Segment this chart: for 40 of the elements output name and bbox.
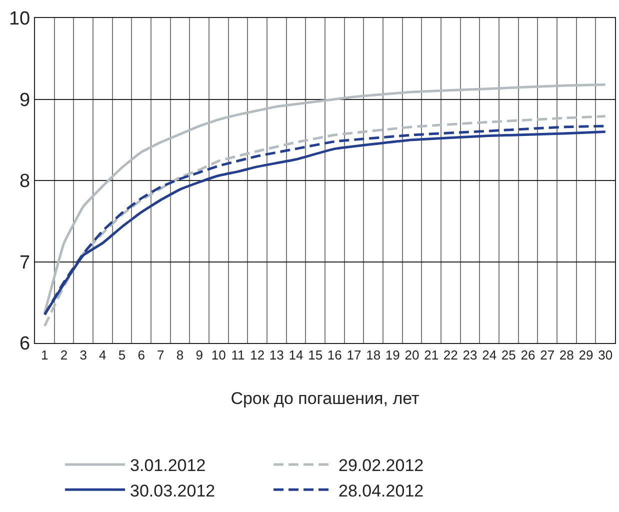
x-tick-label: 27 — [540, 348, 555, 363]
x-tick-label: 4 — [99, 348, 106, 363]
y-tick-label: 10 — [8, 8, 30, 30]
line-series — [43, 83, 607, 314]
legend-label: 3.01.2012 — [130, 456, 206, 476]
y-tick-label: 7 — [20, 252, 30, 274]
legend-label: 28.04.2012 — [338, 481, 424, 500]
x-tick-label: 28 — [559, 348, 574, 363]
x-tick-label: 17 — [346, 348, 362, 363]
x-tick-label: 13 — [269, 348, 284, 363]
legend-label: 30.03.2012 — [130, 481, 216, 500]
x-tick-label: 15 — [308, 348, 323, 363]
x-tick-label: 23 — [462, 348, 478, 363]
x-tick-label: 11 — [231, 348, 245, 363]
y-tick-label: 8 — [20, 171, 30, 192]
x-tick-label: 22 — [443, 348, 458, 363]
x-tick-label: 6 — [138, 348, 145, 363]
x-tick-label: 7 — [157, 348, 164, 363]
x-tick-label: 21 — [424, 348, 439, 363]
x-tick-label: 20 — [404, 348, 420, 363]
x-tick-label: 18 — [366, 348, 381, 363]
x-tick-label: 1 — [41, 348, 48, 363]
x-tick-label: 30 — [598, 348, 613, 363]
x-tick-label: 25 — [501, 348, 516, 363]
x-tick-label: 3 — [80, 348, 87, 363]
x-tick-label: 2 — [60, 348, 68, 363]
x-tick-label: 12 — [250, 348, 265, 363]
x-axis-title: Срок до погашения, лет — [230, 389, 420, 408]
x-tick-label: 10 — [211, 348, 226, 363]
x-tick-label: 9 — [196, 348, 203, 363]
x-tick-label: 8 — [176, 348, 184, 363]
x-tick-label: 19 — [385, 348, 400, 363]
x-tick-label: 24 — [482, 348, 497, 363]
x-tick-label: 29 — [578, 348, 594, 363]
legend-label: 29.02.2012 — [338, 456, 424, 476]
x-tick-label: 26 — [520, 348, 536, 363]
x-tick-label: 16 — [327, 348, 342, 363]
x-tick-label: 14 — [288, 348, 304, 363]
y-tick-label: 9 — [20, 90, 30, 111]
x-tick-label: 5 — [118, 348, 126, 363]
